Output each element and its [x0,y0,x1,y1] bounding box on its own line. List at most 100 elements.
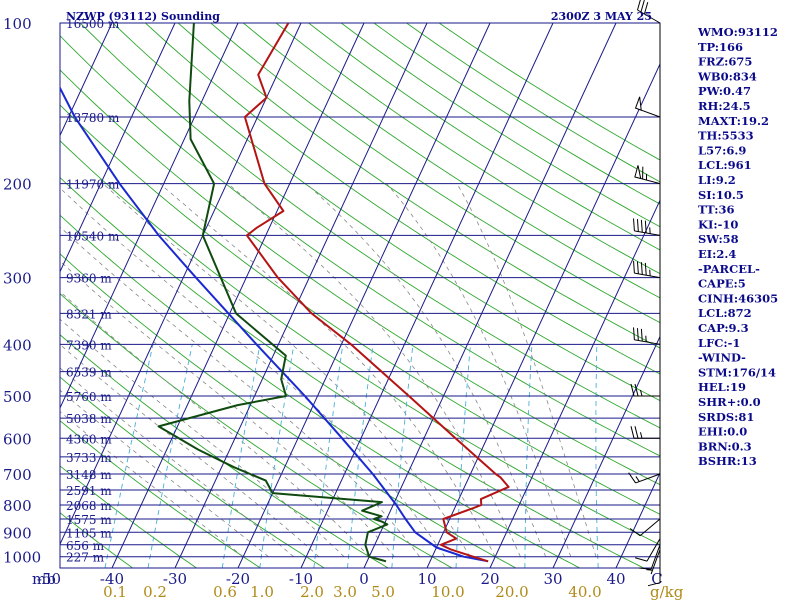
stat-line: RH:24.5 [698,99,751,113]
stat-line: SHR+:0.0 [698,395,761,409]
height-label: 2068 m [66,499,112,513]
barb-half [646,569,653,571]
height-label: 656 m [66,539,105,553]
header-right-title: 2300Z 3 MAY 25 [551,10,652,23]
mixing-ratio-label: 3.0 [333,583,357,600]
pressure-label: 600 [3,430,32,448]
mixing-ratio-label: 1.0 [250,583,274,600]
mixing-ratio-line [455,344,471,568]
stat-line: TH:5533 [698,129,754,143]
wind-barb [628,472,661,484]
stat-line: MAXT:19.2 [698,114,769,128]
isotherm-line [615,471,660,568]
temperature-tick-label: -40 [100,570,124,588]
barb-flag [634,96,642,111]
height-label: 5038 m [66,412,112,426]
barb-full [636,328,639,341]
barb-full [640,0,645,13]
barb-full [644,262,647,276]
moist-adiabat [60,318,345,557]
height-label: 9360 m [66,272,112,286]
mixing-ratio-line [104,344,154,568]
barb-full [628,472,636,484]
dry-adiabat [60,334,389,568]
barb-half [640,389,643,397]
isotherm-line [552,335,660,568]
temperature-tick-label: -50 [37,570,61,588]
barb-flag [634,165,642,180]
stat-line: FRZ:675 [698,55,752,69]
barb-full [634,383,639,397]
height-label: 2591 m [66,484,112,498]
barb-shaft [634,230,661,236]
temperature-tick-label: -20 [226,570,250,588]
isotherm-line [237,23,491,568]
mixing-ratio-label: 40.0 [568,583,601,600]
wind-barb [633,260,661,279]
height-label: 13780 m [66,111,120,125]
stat-line: LI:9.2 [698,173,736,187]
pressure-label: 200 [3,176,32,194]
header-left-title: NZWP (93112) Sounding [66,10,220,23]
height-label: 7390 m [66,338,112,352]
mixing-ratio-line [313,344,344,568]
height-label: 4360 m [66,432,112,446]
wind-barb [633,218,661,236]
moist-adiabat [456,183,597,557]
isotherm-line [363,23,617,568]
pressure-label: 1000 [3,549,41,567]
dry-adiabat [60,104,660,515]
stats-panel: WMO:93112TP:166FRZ:675WB0:834PW:0.47RH:2… [697,25,778,468]
wind-barb [630,383,660,397]
height-label: 1575 m [66,513,112,527]
wind-barbs [628,0,661,587]
barb-full [634,557,648,562]
barb-shaft [650,544,661,570]
mixing-ratio-label: 0.1 [103,583,127,600]
height-label: 3148 m [66,468,112,482]
wind-barb [634,538,661,562]
pressure-label: 100 [3,15,32,33]
wind-barb [633,327,661,345]
stat-line: LCL:872 [698,306,752,320]
mixing-ratio-line [346,344,374,568]
stat-line: HEL:19 [698,380,746,394]
dewpoint-trace [157,23,389,563]
barb-full [634,426,639,439]
wind-barb [638,544,661,570]
stat-line: -PARCEL- [698,262,760,276]
wind-barb [630,426,660,439]
isotherm-line [111,23,365,568]
barb-full [640,262,643,275]
barb-full [633,218,635,231]
barb-full [644,220,647,233]
wind-barb [634,165,661,185]
barb-full [633,260,635,274]
stat-line: CINH:46305 [698,291,778,305]
stat-line: SI:10.5 [698,188,744,202]
barb-full [643,1,649,15]
dry-adiabat [60,293,453,568]
stat-line: EI:2.4 [698,247,736,261]
stat-line: BRN:0.3 [698,439,752,453]
isotherm-line [60,23,113,137]
isotherm-line [426,62,660,568]
isotherm-line [60,23,302,546]
dry-adiabat [177,23,660,349]
height-label: 1105 m [66,526,112,540]
dry-adiabat [60,69,660,486]
moist-adiabat [60,389,269,558]
mixing-ratio-label: 0.2 [143,583,167,600]
stat-line: LCL:961 [698,158,752,172]
dry-adiabat [60,253,517,568]
barb-full [637,0,641,11]
stat-line: CAP:9.3 [698,321,749,335]
isotherm-line [174,23,428,568]
stat-line: -WIND- [698,351,746,365]
moist-adiabat [60,291,370,557]
mixing-ratio-unit-label: g/kg [650,583,684,600]
temperature-tick-label: 30 [543,570,562,588]
moist-adiabat [102,183,471,557]
